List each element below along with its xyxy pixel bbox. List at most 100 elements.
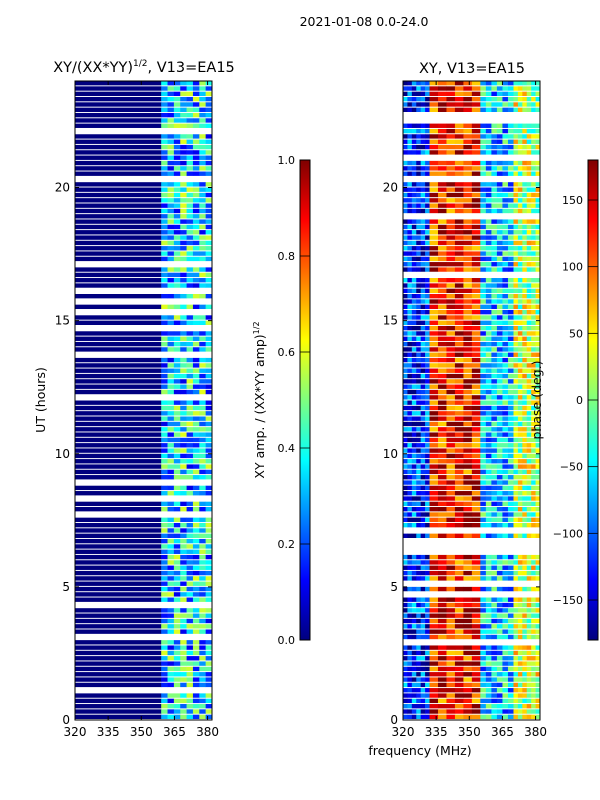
heatmap-cell xyxy=(75,666,162,672)
heatmap-cell xyxy=(454,395,464,400)
heatmap-cell xyxy=(526,533,532,538)
heatmap-cell xyxy=(491,81,498,86)
heatmap-cell xyxy=(161,437,168,443)
heatmap-cell xyxy=(205,448,213,453)
heatmap-cell xyxy=(454,134,464,139)
heatmap-cell xyxy=(186,714,194,720)
heatmap-cell xyxy=(485,453,492,459)
heatmap-cell xyxy=(446,331,456,336)
heatmap-cell xyxy=(429,240,439,246)
heatmap-cell xyxy=(425,134,430,139)
heatmap-cell xyxy=(205,208,213,214)
heatmap-cell xyxy=(180,91,187,97)
heatmap-cell xyxy=(517,645,523,650)
heatmap-cell xyxy=(437,480,447,485)
heatmap-cell xyxy=(471,522,481,528)
heatmap-cell xyxy=(429,432,439,437)
heatmap-cell xyxy=(471,171,481,176)
heatmap-cell xyxy=(407,187,413,192)
heatmap-cell xyxy=(411,698,417,704)
heatmap-cell xyxy=(205,203,213,208)
heatmap-cell xyxy=(513,421,519,427)
heatmap-cell xyxy=(526,166,532,171)
heatmap-cell xyxy=(496,224,503,230)
heatmap-cell xyxy=(535,368,541,373)
heatmap-cell xyxy=(446,288,456,294)
heatmap-cell xyxy=(192,198,200,203)
heatmap-cell xyxy=(180,363,187,368)
heatmap-cell xyxy=(407,341,413,347)
heatmap-cell xyxy=(491,613,498,618)
heatmap-cell xyxy=(526,522,532,528)
heatmap-cell xyxy=(485,459,492,464)
heatmap-cell xyxy=(420,475,426,480)
heatmap-cell xyxy=(507,475,514,480)
heatmap-cell xyxy=(535,331,541,336)
heatmap-cell xyxy=(526,389,532,395)
heatmap-cell xyxy=(411,650,417,656)
heatmap-cell xyxy=(167,230,175,235)
heatmap-cell xyxy=(491,246,498,251)
heatmap-cell xyxy=(437,485,447,491)
heatmap-cell xyxy=(463,384,473,389)
heatmap-cell xyxy=(517,421,523,427)
heatmap-cell xyxy=(522,187,528,192)
heatmap-cell xyxy=(480,134,487,139)
heatmap-cell xyxy=(496,704,503,709)
heatmap-cell xyxy=(192,91,200,97)
heatmap-cell xyxy=(199,139,206,144)
heatmap-cell xyxy=(454,421,464,427)
heatmap-cell xyxy=(454,123,464,128)
heatmap-cell xyxy=(420,656,426,661)
heatmap-cell xyxy=(535,352,541,357)
heatmap-cell xyxy=(531,698,536,704)
heatmap-cell xyxy=(180,709,187,714)
heatmap-cell xyxy=(522,299,528,304)
heatmap-cell xyxy=(522,262,528,267)
heatmap-cell xyxy=(463,357,473,363)
heatmap-cell xyxy=(167,645,175,650)
heatmap-cell xyxy=(491,704,498,709)
heatmap-cell xyxy=(485,661,492,666)
heatmap-cell xyxy=(205,507,213,512)
heatmap-cell xyxy=(75,96,162,102)
heatmap-cell xyxy=(205,198,213,203)
heatmap-cell xyxy=(531,624,536,629)
heatmap-cell xyxy=(173,576,181,581)
heatmap-cell xyxy=(180,139,187,144)
x-tick-label: 320 xyxy=(392,725,415,739)
heatmap-cell xyxy=(161,432,168,437)
heatmap-cell xyxy=(471,507,481,512)
heatmap-cell xyxy=(485,400,492,405)
heatmap-cell xyxy=(526,192,532,198)
heatmap-cell xyxy=(186,709,194,714)
heatmap-cell xyxy=(485,485,492,491)
heatmap-cell xyxy=(446,208,456,214)
heatmap-cell xyxy=(192,208,200,214)
heatmap-cell xyxy=(502,235,509,240)
heatmap-cell xyxy=(446,533,456,538)
heatmap-cell xyxy=(463,235,473,240)
heatmap-cell xyxy=(437,459,447,464)
heatmap-cell xyxy=(496,448,503,453)
heatmap-cell xyxy=(454,336,464,341)
heatmap-cell xyxy=(75,693,162,698)
heatmap-cell xyxy=(180,491,187,496)
heatmap-cell xyxy=(173,256,181,262)
heatmap-cell xyxy=(485,672,492,677)
heatmap-cell xyxy=(429,368,439,373)
heatmap-cell xyxy=(480,656,487,661)
heatmap-cell xyxy=(403,139,408,144)
heatmap-cell xyxy=(454,230,464,235)
heatmap-cell xyxy=(161,192,168,198)
heatmap-cell xyxy=(186,294,194,299)
heatmap-cell xyxy=(416,299,421,304)
heatmap-cell xyxy=(429,267,439,272)
heatmap-cell xyxy=(526,325,532,331)
heatmap-cell xyxy=(531,672,536,677)
heatmap-cell xyxy=(161,448,168,453)
heatmap-cell xyxy=(173,650,181,656)
heatmap-cell xyxy=(480,304,487,310)
heatmap-cell xyxy=(192,272,200,278)
heatmap-cell xyxy=(161,373,168,379)
